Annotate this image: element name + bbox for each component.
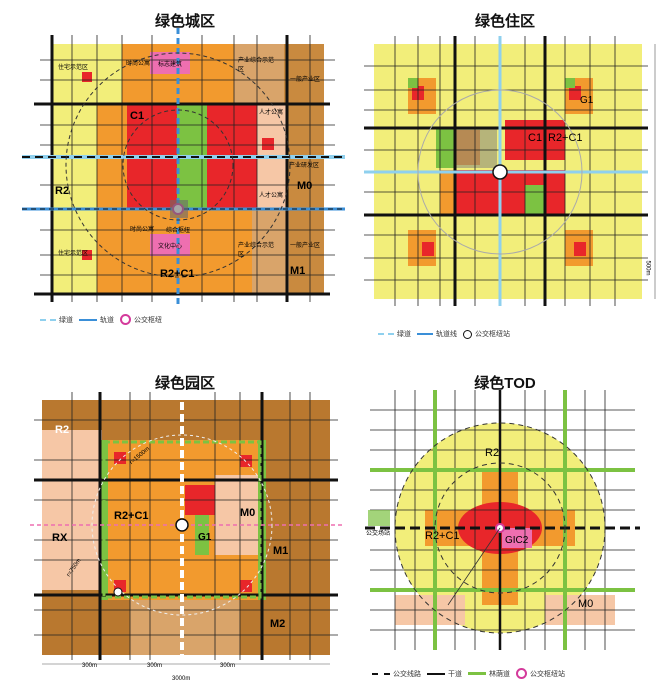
stop-circle-icon [516,668,527,679]
rail-swatch [79,318,97,321]
panel-title-residential: 绿色住区 [474,13,535,30]
panel-title-park: 绿色园区 [154,375,215,392]
city-label-general-ind-se: 一般产业区 [290,243,321,249]
city-zone-m0: M0 [297,180,313,192]
park-dim-d2: 300m [147,663,163,669]
tod-zone-gic: GIC2 [505,535,529,546]
tod-label-station: 公交场站 [366,531,391,537]
legend-stop: 公交枢纽站 [530,670,565,678]
rail-swatch [417,333,433,335]
city-label-residential-sw: 住宅示范区 [58,251,89,257]
res-zone-r2c1: R2+C1 [548,132,583,144]
city-label-talent-1: 人才公寓 [259,110,284,116]
hub-circle-icon [463,329,472,339]
greenway-swatch [40,318,56,321]
legend-hub: 公交枢纽站 [475,331,510,338]
legend-hub: 公交枢纽 [134,316,162,324]
panel-title-tod: 绿色TOD [474,375,536,392]
legend-main: 干道 [448,670,462,678]
legend-greenway: 绿道 [59,316,73,324]
city-zone-r2c1: R2+C1 [160,268,195,280]
main-road-swatch [427,672,445,675]
res-zone-c1: C1 [528,132,543,144]
park-zone-rx: RX [52,532,68,544]
forest-road-swatch [468,672,486,675]
hub-circle-icon [120,314,131,325]
park-dim-bottom: 3000m [172,676,191,682]
tod-zone-r2: R2 [485,447,500,459]
park-zone-g1: G1 [198,532,212,543]
panel-title-city: 绿色城区 [154,13,215,30]
bus-line-swatch [372,672,390,675]
city-label-residential-nw: 住宅示范区 [58,65,89,71]
legend-forest: 林荫道 [489,670,510,678]
park-zone-m0: M0 [240,507,256,519]
city-zone-c1: C1 [130,110,145,122]
tod-zone-m0: M0 [578,598,594,610]
city-label-transit-hub: 综合枢纽 [166,228,191,234]
city-label-apt-n: 时尚公寓 [126,61,151,67]
res-zone-g1: G1 [580,95,594,106]
res-legend: 绿道 轨道线 公交枢纽站 [378,329,510,339]
legend-rail: 轨道 [100,316,114,324]
park-dim-d1: 300m [82,663,98,669]
greenway-swatch [378,333,394,335]
city-zone-m1: M1 [290,265,306,277]
park-zone-m2: M2 [270,618,286,630]
city-zone-r2: R2 [55,185,70,197]
tod-zone-r2c1: R2+C1 [425,530,460,542]
legend-rail: 轨道线 [436,331,457,338]
city-label-general-ind-ne: 一般产业区 [290,77,321,83]
city-label-culture: 文化中心 [158,244,183,250]
city-label-industry-ne: 产业综合示范区 [238,58,275,73]
park-zone-r2: R2 [55,424,70,436]
city-legend: 绿道 轨道 公交枢纽 [40,314,162,325]
park-zone-m1: M1 [273,545,289,557]
park-dim-diag1: r=1500m [128,446,151,466]
city-label-landmark: 标志建筑 [158,62,183,68]
park-dim-diag2: r=750m [65,557,83,579]
city-label-apt-s: 时尚公寓 [130,227,155,233]
legend-bus: 公交线路 [393,670,421,678]
city-label-rnd: 产业研发区 [289,163,320,169]
park-dim-d3: 300m [220,663,236,669]
res-dim-right: 500m [644,260,651,276]
city-blocks [52,44,324,294]
legend-greenway: 绿道 [397,331,411,338]
city-label-industry-se: 产业综合示范区 [238,243,275,258]
park-zone-r2c1: R2+C1 [114,510,149,522]
city-label-talent-2: 人才公寓 [259,193,284,199]
tod-legend: 公交线路 干道 林荫道 公交枢纽站 [372,668,565,679]
